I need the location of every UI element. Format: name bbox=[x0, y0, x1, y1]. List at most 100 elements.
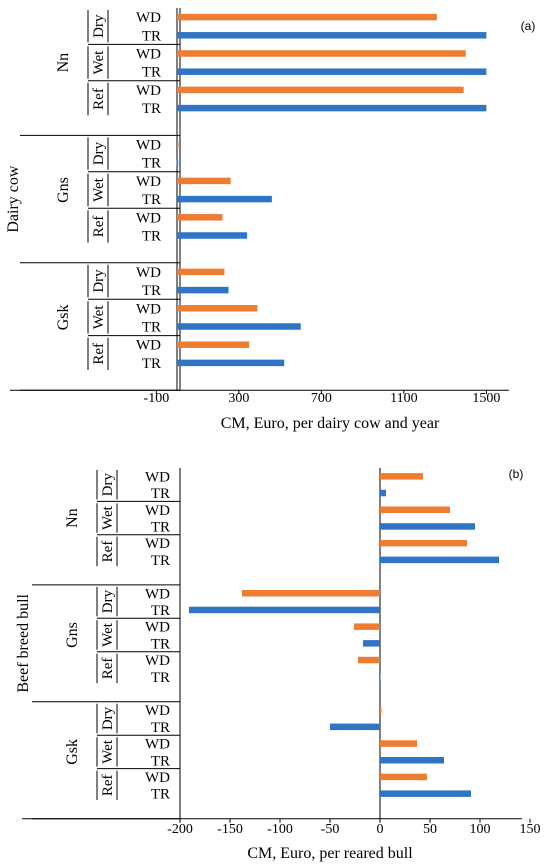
bar-category-label: TR bbox=[142, 356, 161, 372]
bar-category-label: WD bbox=[145, 469, 170, 485]
x-tick-label: -200 bbox=[167, 822, 193, 837]
x-tick-label: -150 bbox=[217, 822, 243, 837]
subgroup-label: Dry bbox=[100, 473, 116, 497]
subgroup-label: Wet bbox=[91, 50, 107, 75]
x-tick-label: 0 bbox=[377, 822, 384, 837]
subgroup-label: Ref bbox=[91, 216, 107, 238]
bar-category-label: TR bbox=[151, 553, 170, 569]
bar-category-label: WD bbox=[145, 653, 170, 669]
bar bbox=[177, 232, 248, 239]
bar bbox=[189, 606, 380, 614]
bar bbox=[177, 13, 437, 21]
x-tick-label: -100 bbox=[144, 391, 170, 406]
bar-category-label: WD bbox=[145, 536, 170, 552]
x-tick-label: 100 bbox=[470, 822, 491, 837]
bar bbox=[358, 656, 380, 664]
x-tick-label: -50 bbox=[321, 822, 340, 837]
bar bbox=[177, 359, 285, 367]
x-tick-label: 150 bbox=[520, 822, 541, 837]
x-tick-label: 50 bbox=[423, 822, 437, 837]
bar bbox=[380, 790, 471, 797]
y-axis-label: Dairy cow bbox=[5, 165, 22, 233]
group-label: Gsk bbox=[55, 305, 72, 331]
x-axis-label: CM, Euro, per dairy cow and year bbox=[221, 415, 440, 432]
bar-category-label: TR bbox=[151, 486, 170, 502]
bar-category-label: WD bbox=[136, 10, 161, 26]
group-label: Gns bbox=[64, 622, 81, 648]
y-axis-label: Beef breed bull bbox=[15, 593, 32, 692]
bar-category-label: TR bbox=[142, 229, 161, 245]
bar-category-label: WD bbox=[136, 338, 161, 354]
bar bbox=[177, 341, 250, 348]
bar bbox=[177, 323, 301, 330]
bar bbox=[380, 706, 382, 714]
bar-category-label: TR bbox=[151, 636, 170, 652]
bar-category-label: TR bbox=[142, 28, 161, 44]
bar-category-label: WD bbox=[136, 174, 161, 190]
subgroup-label: Ref bbox=[91, 343, 107, 365]
bar bbox=[176, 159, 179, 166]
x-tick-label: 700 bbox=[311, 391, 332, 406]
x-tick-label: -100 bbox=[267, 822, 293, 837]
subgroup-label: Wet bbox=[100, 505, 116, 530]
bar-category-label: WD bbox=[145, 770, 170, 786]
bar-category-label: WD bbox=[136, 83, 161, 99]
bar-category-label: WD bbox=[136, 301, 161, 317]
bar-category-label: WD bbox=[145, 620, 170, 636]
subgroup-label: Dry bbox=[91, 141, 107, 165]
bar bbox=[330, 723, 380, 731]
bar-category-label: TR bbox=[151, 720, 170, 736]
subgroup-label: Dry bbox=[91, 269, 107, 293]
bar bbox=[177, 104, 487, 112]
group-label: Nn bbox=[55, 53, 72, 73]
bar bbox=[380, 539, 467, 547]
subgroup-label: Ref bbox=[100, 658, 116, 680]
x-tick-label: 1100 bbox=[390, 391, 417, 406]
bar-category-label: WD bbox=[145, 703, 170, 719]
subgroup-label: Ref bbox=[100, 541, 116, 563]
bar bbox=[177, 268, 225, 276]
subgroup-label: Dry bbox=[100, 706, 116, 730]
x-tick-label: 300 bbox=[228, 391, 249, 406]
subgroup-label: Wet bbox=[100, 739, 116, 764]
bar-category-label: TR bbox=[151, 787, 170, 803]
bar bbox=[177, 50, 466, 57]
bar bbox=[177, 177, 231, 185]
subgroup-label: Wet bbox=[91, 177, 107, 202]
bar bbox=[380, 523, 475, 530]
bar-category-label: WD bbox=[145, 503, 170, 519]
bar-category-label: TR bbox=[142, 101, 161, 117]
subgroup-label: Dry bbox=[91, 14, 107, 38]
bar-category-label: TR bbox=[142, 156, 161, 172]
bar-category-label: WD bbox=[145, 737, 170, 753]
bar bbox=[379, 673, 381, 680]
bar-category-label: WD bbox=[136, 138, 161, 154]
bar bbox=[354, 623, 380, 630]
bar bbox=[380, 506, 450, 513]
x-tick-label: 1500 bbox=[472, 391, 500, 406]
subgroup-label: Wet bbox=[91, 305, 107, 330]
bar-category-label: TR bbox=[151, 519, 170, 535]
dairy-cow-chart: Nn Dry WD TR Wet WD TR Ref WD TR Gns Dry WD TR Wet WD TR… bbox=[5, 8, 535, 432]
subgroup-label: Ref bbox=[91, 88, 107, 110]
group-label: Gsk bbox=[64, 739, 81, 765]
subgroup-label: Wet bbox=[100, 622, 116, 647]
bar bbox=[177, 305, 258, 312]
bar bbox=[380, 473, 423, 480]
bar-category-label: WD bbox=[136, 210, 161, 226]
bar-category-label: TR bbox=[151, 753, 170, 769]
bar bbox=[177, 86, 464, 94]
subgroup-label: Dry bbox=[100, 589, 116, 613]
bar-category-label: TR bbox=[151, 603, 170, 619]
bar bbox=[242, 590, 380, 597]
bar-category-label: TR bbox=[142, 320, 161, 336]
panel-label: (a) bbox=[521, 19, 536, 33]
bar bbox=[177, 32, 487, 39]
bar bbox=[177, 286, 229, 294]
panel-label: (b) bbox=[509, 467, 524, 481]
group-label: Nn bbox=[64, 508, 81, 528]
bar bbox=[380, 757, 444, 764]
bar bbox=[177, 68, 487, 75]
